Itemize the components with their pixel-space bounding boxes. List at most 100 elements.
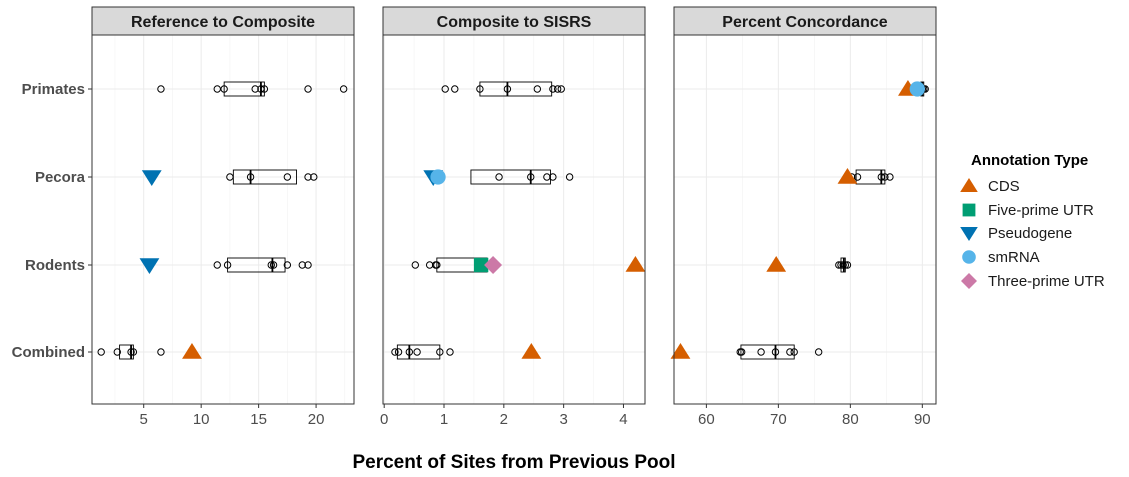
x-tick-label: 10 [193, 411, 210, 428]
data-point [251, 85, 259, 93]
data-point [310, 173, 318, 181]
data-point [549, 173, 557, 181]
annotation-five-prime-utr [473, 257, 489, 273]
x-tick-label: 4 [619, 411, 627, 428]
panel-border [673, 34, 937, 405]
data-point [391, 348, 399, 356]
data-point [877, 173, 885, 181]
data-point [157, 85, 165, 93]
data-point [304, 85, 312, 93]
x-tick-label: 90 [914, 411, 931, 428]
legend-label: Five-prime UTR [988, 202, 1094, 219]
x-axis-label: Percent of Sites from Previous Pool [352, 452, 675, 473]
data-point [441, 85, 449, 93]
data-point [304, 173, 312, 181]
data-point [257, 85, 265, 93]
legend-title: Annotation Type [971, 152, 1088, 169]
data-point [757, 348, 765, 356]
box-rodents [227, 257, 286, 273]
data-point [283, 261, 292, 269]
annotation-cds [837, 168, 858, 184]
panel-0: Reference to Composite 5 10 15 20 [91, 6, 355, 428]
legend-label: Pseudogene [988, 225, 1072, 242]
data-point [394, 348, 403, 356]
box-combined [396, 344, 441, 360]
data-point [433, 261, 441, 269]
legend-key-three-prime-utr [961, 273, 977, 289]
annotation-cds [521, 343, 542, 359]
data-point [446, 348, 454, 356]
data-point [436, 348, 444, 356]
data-point [549, 85, 557, 93]
panel-2: Percent Concordance 60 70 80 90 [670, 6, 937, 428]
panel-border [382, 34, 646, 405]
panel-1: Composite to SISRS 0 1 2 3 4 [380, 6, 646, 428]
data-point [495, 173, 503, 181]
data-point [790, 348, 798, 356]
data-point [267, 261, 275, 269]
panel-border [91, 34, 355, 405]
legend-label: Three-prime UTR [988, 273, 1105, 290]
data-point [127, 348, 135, 356]
data-point [451, 85, 459, 93]
x-tick-label: 15 [250, 411, 267, 428]
data-point [220, 85, 228, 93]
panel-background [92, 35, 354, 404]
data-point [413, 348, 421, 356]
panel-strip [91, 6, 355, 36]
data-point [405, 348, 414, 356]
y-tick-label: Combined [12, 344, 85, 361]
data-point [527, 173, 535, 181]
data-point [771, 348, 780, 356]
data-point [113, 348, 121, 356]
panel-title: Composite to SISRS [437, 14, 592, 31]
x-tick-label: 80 [842, 411, 859, 428]
annotation-cds [670, 343, 691, 359]
legend-key-pseudogene [960, 227, 978, 241]
data-point [886, 173, 894, 181]
box-combined [119, 344, 134, 360]
legend-key-cds [960, 178, 978, 192]
legend-label: CDS [988, 178, 1020, 195]
x-tick-label: 20 [308, 411, 325, 428]
annotation-cds [625, 256, 646, 272]
data-point [226, 173, 234, 181]
annotation-smrna [430, 169, 446, 185]
annotation-pseudogene [141, 170, 162, 186]
data-point [157, 348, 165, 356]
legend-key-smrna [962, 250, 976, 264]
data-point [843, 261, 852, 269]
data-point [786, 348, 794, 356]
data-point [339, 85, 348, 93]
x-tick-label: 60 [698, 411, 715, 428]
x-tick-label: 1 [440, 411, 448, 428]
data-point [841, 261, 850, 269]
annotation-cds [182, 343, 202, 359]
data-point [839, 261, 847, 269]
panel-background [383, 35, 645, 404]
panel-title: Percent Concordance [722, 14, 887, 31]
data-point [213, 261, 221, 269]
data-point [503, 85, 512, 93]
data-point [223, 261, 232, 269]
annotation-pseudogene [139, 258, 160, 274]
x-tick-label: 70 [770, 411, 787, 428]
data-point [533, 85, 542, 93]
x-tick-label: 5 [140, 411, 148, 428]
x-tick-label: 0 [380, 411, 388, 428]
data-point [557, 85, 565, 93]
annotation-cds [766, 256, 787, 272]
data-point [298, 261, 306, 269]
legend-label: smRNA [988, 249, 1040, 266]
data-point [881, 173, 889, 181]
data-point [97, 348, 105, 356]
annotation-smrna [909, 81, 925, 97]
x-tick-label: 2 [500, 411, 508, 428]
legend-key-five-prime-utr [962, 203, 976, 217]
box-combined [740, 344, 795, 360]
data-point [853, 173, 862, 181]
legend: Annotation Type CDS Five-prime UTR Pseudog… [960, 152, 1105, 290]
data-point [260, 85, 269, 93]
